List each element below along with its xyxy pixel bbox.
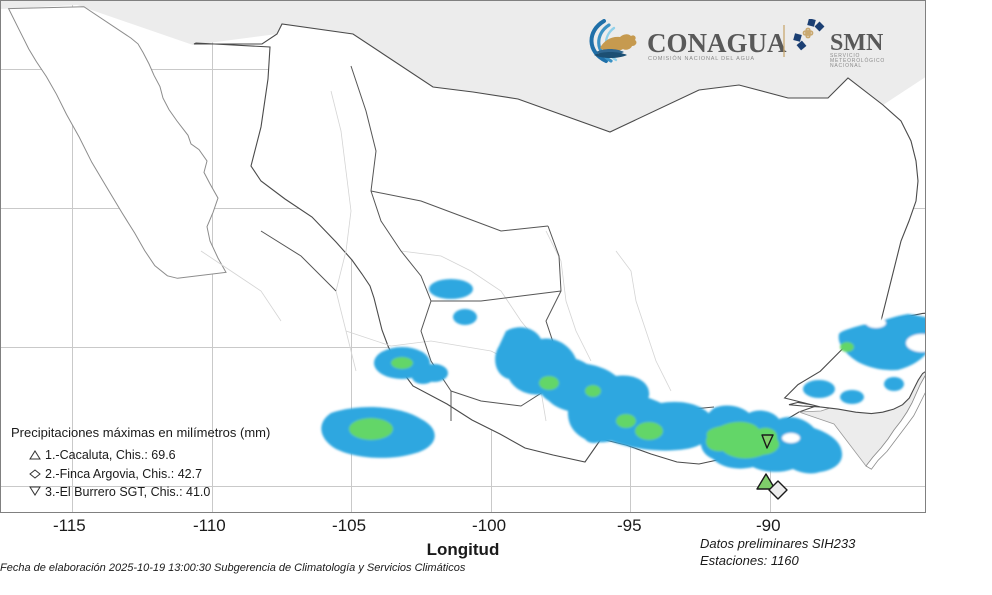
svg-text:NACIONAL: NACIONAL: [830, 63, 862, 67]
svg-text:3.-El Burrero SGT, Chis.: 41.0: 3.-El Burrero SGT, Chis.: 41.0: [45, 485, 210, 499]
svg-text:2.-Finca Argovia, Chis.: 42.7: 2.-Finca Argovia, Chis.: 42.7: [45, 467, 202, 481]
svg-text:CONAGUA: CONAGUA: [647, 28, 787, 58]
svg-text:COMISIÓN NACIONAL DEL AGUA: COMISIÓN NACIONAL DEL AGUA: [648, 55, 755, 62]
svg-text:1.-Cacaluta, Chis.: 69.6: 1.-Cacaluta, Chis.: 69.6: [45, 448, 176, 462]
